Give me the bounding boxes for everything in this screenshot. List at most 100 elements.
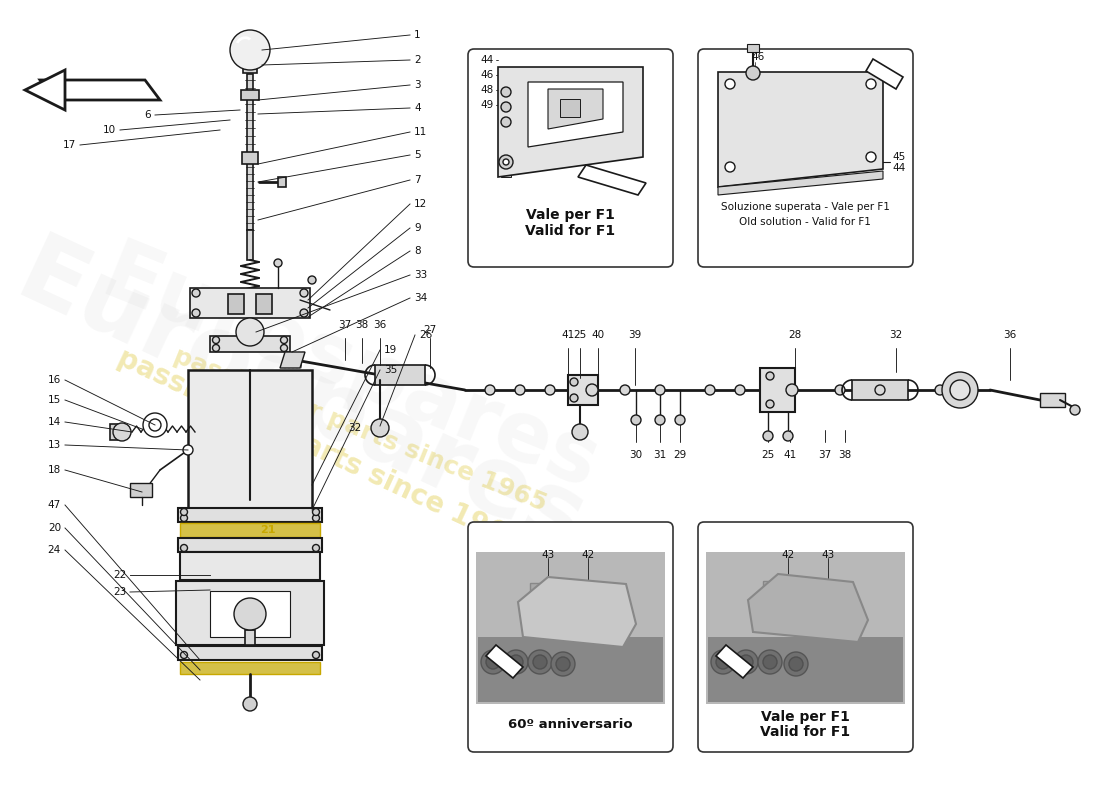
Text: 31: 31	[653, 450, 667, 460]
Circle shape	[551, 652, 575, 676]
Circle shape	[148, 419, 161, 431]
FancyBboxPatch shape	[698, 522, 913, 752]
Text: 36: 36	[1003, 330, 1016, 340]
Circle shape	[515, 385, 525, 395]
Circle shape	[675, 415, 685, 425]
Circle shape	[113, 423, 131, 441]
Circle shape	[308, 276, 316, 284]
Bar	[568, 375, 598, 405]
Circle shape	[544, 385, 556, 395]
Circle shape	[280, 345, 287, 351]
Circle shape	[866, 79, 876, 89]
Circle shape	[556, 657, 570, 671]
Polygon shape	[866, 59, 903, 89]
Polygon shape	[40, 80, 159, 100]
Text: 27: 27	[424, 325, 437, 335]
Bar	[760, 368, 795, 412]
Circle shape	[312, 509, 319, 515]
Text: 13: 13	[47, 440, 60, 450]
Text: 20: 20	[48, 523, 60, 533]
Text: 49: 49	[480, 100, 493, 110]
Circle shape	[823, 617, 837, 631]
Text: 6: 6	[144, 110, 151, 120]
Circle shape	[766, 400, 774, 408]
Circle shape	[312, 514, 319, 522]
Text: passion for parts since 1965: passion for parts since 1965	[112, 343, 527, 557]
Text: 17: 17	[63, 140, 76, 150]
Text: 3: 3	[414, 80, 420, 90]
Circle shape	[300, 309, 308, 317]
Text: 45: 45	[892, 152, 905, 162]
Bar	[278, 177, 286, 187]
Text: 46: 46	[751, 52, 764, 62]
Text: 9: 9	[414, 223, 420, 233]
Circle shape	[789, 657, 803, 671]
Circle shape	[570, 378, 578, 386]
FancyBboxPatch shape	[468, 522, 673, 752]
Text: 21: 21	[260, 525, 275, 535]
Text: Valid for F1: Valid for F1	[525, 224, 615, 238]
Circle shape	[572, 424, 588, 440]
Bar	[248, 74, 253, 160]
Circle shape	[230, 30, 270, 70]
Text: 5: 5	[414, 150, 420, 160]
Text: 26: 26	[419, 330, 432, 340]
Circle shape	[234, 598, 266, 630]
Circle shape	[716, 655, 730, 669]
Bar	[228, 294, 244, 314]
Bar	[178, 538, 322, 552]
Text: Old solution - Valid for F1: Old solution - Valid for F1	[739, 217, 871, 227]
Polygon shape	[748, 574, 868, 642]
Circle shape	[243, 697, 257, 711]
Polygon shape	[518, 577, 636, 647]
Text: 44: 44	[892, 163, 905, 173]
Circle shape	[192, 309, 200, 317]
Text: 24: 24	[47, 545, 60, 555]
Circle shape	[500, 117, 512, 127]
Text: 36: 36	[373, 320, 386, 330]
Text: 42: 42	[781, 550, 794, 560]
Bar	[210, 591, 290, 637]
Circle shape	[556, 619, 561, 625]
Bar	[500, 165, 512, 177]
Circle shape	[183, 445, 192, 455]
Text: 44: 44	[480, 55, 493, 65]
Circle shape	[180, 514, 187, 522]
Circle shape	[192, 289, 200, 297]
Text: 15: 15	[47, 395, 60, 405]
Circle shape	[180, 651, 187, 658]
Circle shape	[595, 624, 601, 630]
Circle shape	[143, 413, 167, 437]
Text: 43: 43	[822, 550, 835, 560]
Text: 40: 40	[592, 330, 605, 340]
Bar	[375, 365, 425, 385]
Circle shape	[1070, 405, 1080, 415]
Text: 35: 35	[384, 365, 397, 375]
Circle shape	[766, 372, 774, 380]
Bar	[1040, 393, 1065, 407]
Text: 60º anniversario: 60º anniversario	[508, 718, 632, 730]
Text: 28: 28	[789, 330, 802, 340]
Circle shape	[786, 384, 798, 396]
Circle shape	[236, 318, 264, 346]
Bar	[476, 552, 666, 704]
Text: 38: 38	[838, 450, 851, 460]
Text: 1: 1	[414, 30, 420, 40]
Polygon shape	[25, 70, 65, 110]
Text: 14: 14	[47, 417, 60, 427]
Text: Valid for F1: Valid for F1	[760, 725, 850, 739]
Circle shape	[711, 650, 735, 674]
Text: 41: 41	[783, 450, 796, 460]
Text: 37: 37	[818, 450, 832, 460]
Text: 32: 32	[349, 423, 362, 433]
Bar	[245, 630, 255, 645]
Circle shape	[212, 337, 220, 343]
Text: Vale per F1: Vale per F1	[526, 208, 615, 222]
Circle shape	[180, 509, 187, 515]
Circle shape	[586, 384, 598, 396]
Circle shape	[763, 655, 777, 669]
Polygon shape	[498, 67, 644, 177]
Bar	[478, 637, 663, 702]
Text: 48: 48	[480, 85, 493, 95]
Text: 32: 32	[890, 330, 903, 340]
